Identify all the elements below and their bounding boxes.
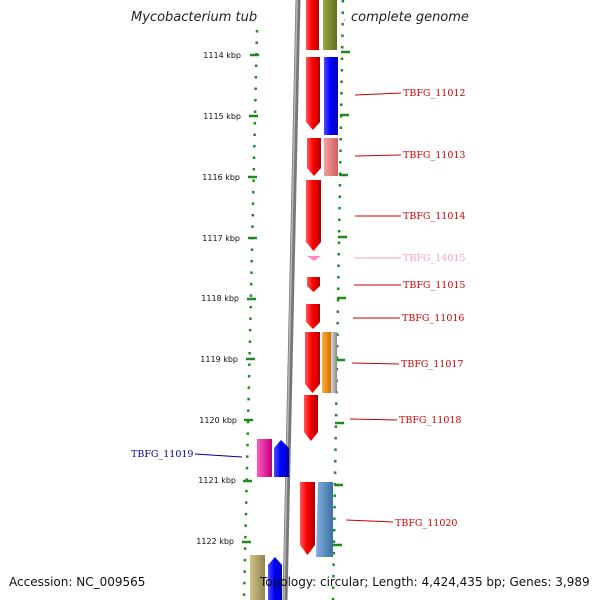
leader-line (354, 154, 402, 157)
gene-features (250, 0, 338, 600)
gene-label: TBFG_11018 (399, 415, 461, 426)
gene-label: TBFG_14015 (403, 253, 465, 264)
gene-label: TBFG_11019 (131, 449, 193, 460)
tick-label: 1117 kbp (202, 234, 240, 243)
gene-arrow (324, 138, 338, 176)
gene-arrow (300, 482, 315, 555)
leader-lines (194, 92, 402, 523)
gene-arrow (306, 304, 320, 329)
gene-arrow (322, 332, 331, 393)
ticks: 1114 kbp 1115 kbp 1116 kbp 1117 kbp 1118… (196, 51, 259, 546)
gene-arrow (305, 332, 320, 393)
gene-label: TBFG_11013 (403, 150, 465, 161)
tick-label: 1115 kbp (203, 112, 241, 121)
gene-arrow (304, 395, 318, 441)
gene-arrow (331, 332, 337, 393)
gene-arrow (306, 57, 320, 130)
tick-label: 1122 kbp (196, 537, 234, 546)
gene-arrow (268, 557, 282, 600)
tick-label: 1116 kbp (202, 173, 240, 182)
gene-arrow (307, 277, 320, 292)
gene-arrow (257, 439, 272, 477)
gene-arrow (306, 0, 319, 50)
leader-line (194, 453, 243, 458)
gene-arrow (306, 180, 321, 251)
genome-summary-text: Topology: circular; Length: 4,424,435 bp… (260, 575, 590, 589)
gene-arrow (307, 256, 321, 261)
gene-arrow (274, 440, 289, 477)
tick-label: 1119 kbp (200, 355, 238, 364)
tick-label: 1121 kbp (198, 476, 236, 485)
gene-arrow (307, 138, 321, 176)
gene-label: TBFG_11020 (395, 518, 457, 529)
tick-label: 1118 kbp (201, 294, 239, 303)
gene-label: TBFG_11012 (403, 88, 465, 99)
gene-label: TBFG_11016 (402, 313, 464, 324)
tick-label: 1114 kbp (203, 51, 241, 60)
gene-arrow (323, 0, 337, 50)
gene-labels: TBFG_11012 TBFG_11013 TBFG_11014 TBFG_14… (131, 88, 465, 529)
gene-label: TBFG_11015 (403, 280, 465, 291)
accession-text: Accession: NC_009565 (9, 575, 146, 589)
leader-line (351, 362, 400, 365)
backbone-arc (282, 0, 301, 600)
leader-line (349, 418, 398, 421)
leader-line (345, 519, 394, 523)
leader-line (354, 92, 402, 96)
gene-label: TBFG_11017 (401, 359, 463, 370)
tick-label: 1120 kbp (199, 416, 237, 425)
gene-arrow (316, 482, 333, 557)
gene-arrow (324, 57, 338, 135)
gene-arrow (250, 555, 265, 600)
gene-label: TBFG_11014 (403, 211, 465, 222)
outer-dotted-track (331, 0, 345, 600)
